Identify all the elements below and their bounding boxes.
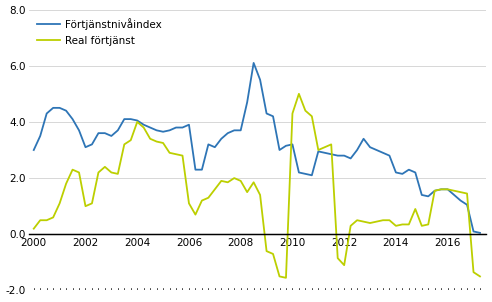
Line: Real förtjänst: Real förtjänst [34,94,480,278]
Real förtjänst [477,275,483,278]
Real förtjänst [89,201,95,205]
Förtjänstnivåindex [167,129,173,132]
Förtjänstnivåindex [419,193,425,197]
Förtjänstnivåindex [251,61,257,65]
Förtjänstnivåindex [283,144,289,148]
Real förtjänst [134,120,140,124]
Förtjänstnivåindex [477,231,483,235]
Förtjänstnivåindex [412,171,418,174]
Legend: Förtjänstnivåindex, Real förtjänst: Förtjänstnivåindex, Real förtjänst [34,15,165,49]
Real förtjänst [277,275,282,278]
Real förtjänst [167,151,173,155]
Förtjänstnivåindex [89,143,95,146]
Real förtjänst [31,227,37,230]
Förtjänstnivåindex [134,119,140,122]
Real förtjänst [218,179,224,183]
Real förtjänst [296,92,302,96]
Förtjänstnivåindex [31,148,37,152]
Real förtjänst [283,276,289,280]
Real förtjänst [425,223,431,226]
Line: Förtjänstnivåindex: Förtjänstnivåindex [34,63,480,233]
